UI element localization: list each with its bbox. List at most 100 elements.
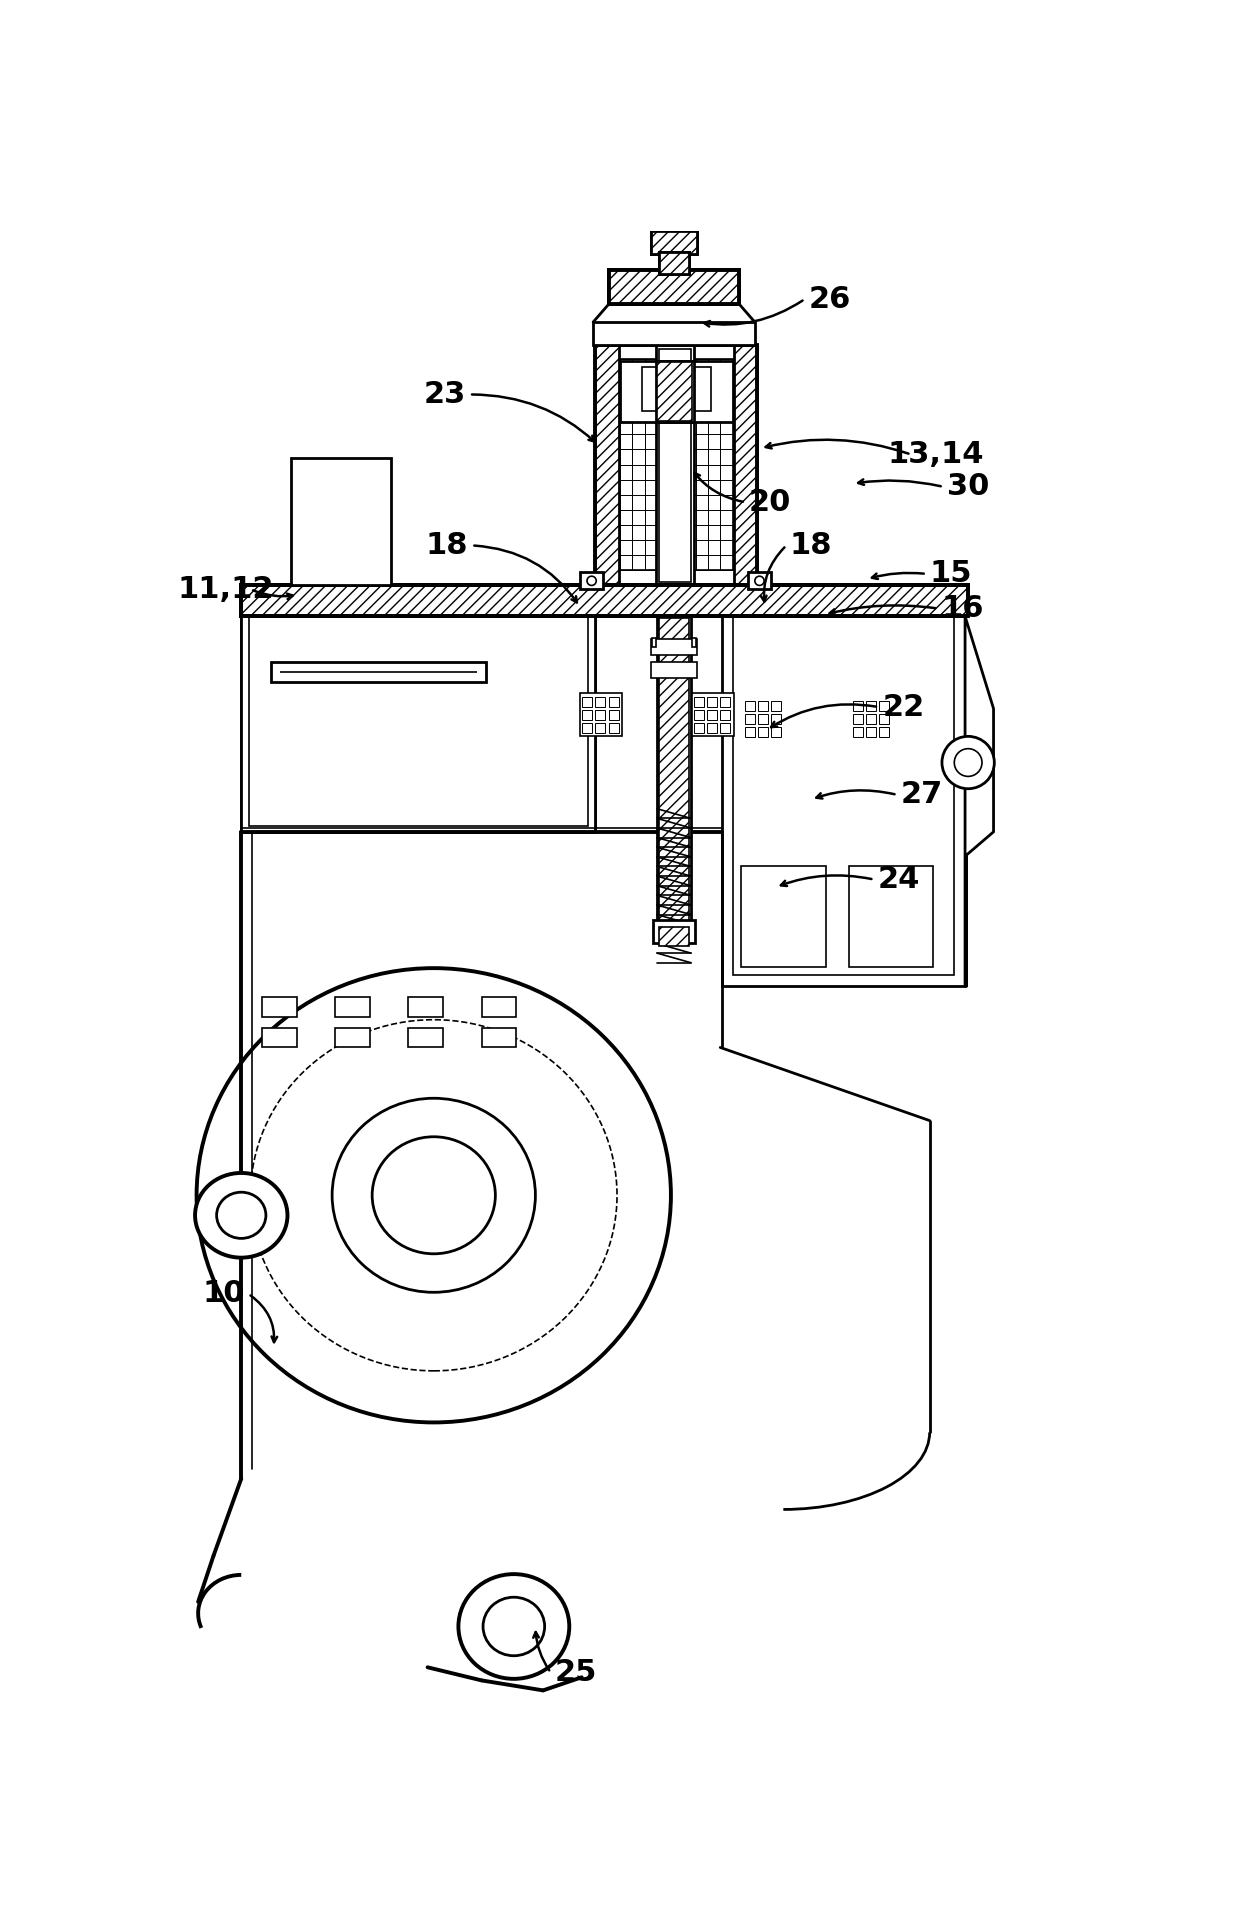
Bar [595,345,619,586]
Text: 13,14: 13,14 [888,439,985,468]
Bar [694,723,704,734]
Bar [658,927,689,946]
Text: 15: 15 [930,559,972,588]
Bar [849,867,934,967]
Bar [481,1029,516,1048]
Ellipse shape [459,1574,569,1678]
Bar [595,345,758,586]
Bar [262,998,296,1017]
Bar [758,726,768,738]
Bar [242,586,968,617]
Bar [684,366,711,412]
Bar [620,360,733,422]
Bar [609,270,739,304]
Bar [580,572,603,590]
Bar [692,638,696,647]
Bar [408,998,443,1017]
Text: 26: 26 [808,285,851,314]
Bar [758,715,768,725]
Bar [242,586,968,617]
Text: 30: 30 [947,472,990,501]
Bar [651,663,697,678]
Bar [658,619,689,938]
Bar [658,252,689,274]
Text: 27: 27 [900,780,944,809]
Bar [609,711,619,721]
Text: 18: 18 [790,532,832,561]
Text: 22: 22 [883,692,925,721]
Bar [270,663,486,682]
Bar [771,726,781,738]
Ellipse shape [195,1174,288,1258]
Bar [595,698,605,707]
Bar [262,1029,296,1048]
Ellipse shape [942,736,994,788]
Bar [580,694,622,736]
Bar [609,698,619,707]
Bar [335,998,370,1017]
Bar [652,638,656,647]
Text: 20: 20 [749,488,791,516]
Bar [656,345,694,586]
Bar [595,711,605,721]
Bar [720,723,730,734]
Bar [734,345,758,586]
Bar [853,701,863,711]
Bar [745,715,755,725]
Text: 11,12: 11,12 [177,574,274,603]
Bar [694,698,704,707]
Bar [866,701,875,711]
Bar [742,867,826,967]
Bar [653,921,694,944]
Bar [408,1029,443,1048]
Bar [720,698,730,707]
Bar [651,640,697,655]
Bar [290,459,391,586]
Bar [657,362,692,420]
Bar [707,711,717,721]
Bar [694,711,704,721]
Bar [853,715,863,725]
Bar [879,701,889,711]
Bar [707,723,717,734]
Bar [658,252,689,274]
Text: 10: 10 [202,1280,244,1308]
Bar [658,349,691,582]
Bar [583,723,593,734]
Text: 18: 18 [425,532,469,561]
Ellipse shape [332,1098,536,1293]
Ellipse shape [660,370,691,407]
Bar [583,698,593,707]
Text: 25: 25 [554,1657,596,1688]
Bar [879,715,889,725]
Polygon shape [965,617,993,987]
Bar [866,715,875,725]
Bar [879,726,889,738]
Bar [671,358,733,570]
Bar [656,360,694,422]
Bar [651,231,697,254]
Bar [242,617,595,832]
Bar [707,698,717,707]
Text: 23: 23 [423,380,466,409]
Bar [593,322,755,345]
Bar [853,726,863,738]
Bar [641,366,668,412]
Bar [745,701,755,711]
Bar [771,715,781,725]
Ellipse shape [197,967,671,1422]
Bar [583,711,593,721]
Bar [771,701,781,711]
Bar [720,711,730,721]
Bar [609,270,739,304]
Bar [609,723,619,734]
Bar [722,617,965,987]
Bar [866,726,875,738]
Bar [620,358,682,570]
Bar [745,726,755,738]
Text: 24: 24 [878,865,920,894]
Bar [249,617,588,825]
Bar [733,617,955,975]
Bar [657,617,691,940]
Bar [748,572,771,590]
